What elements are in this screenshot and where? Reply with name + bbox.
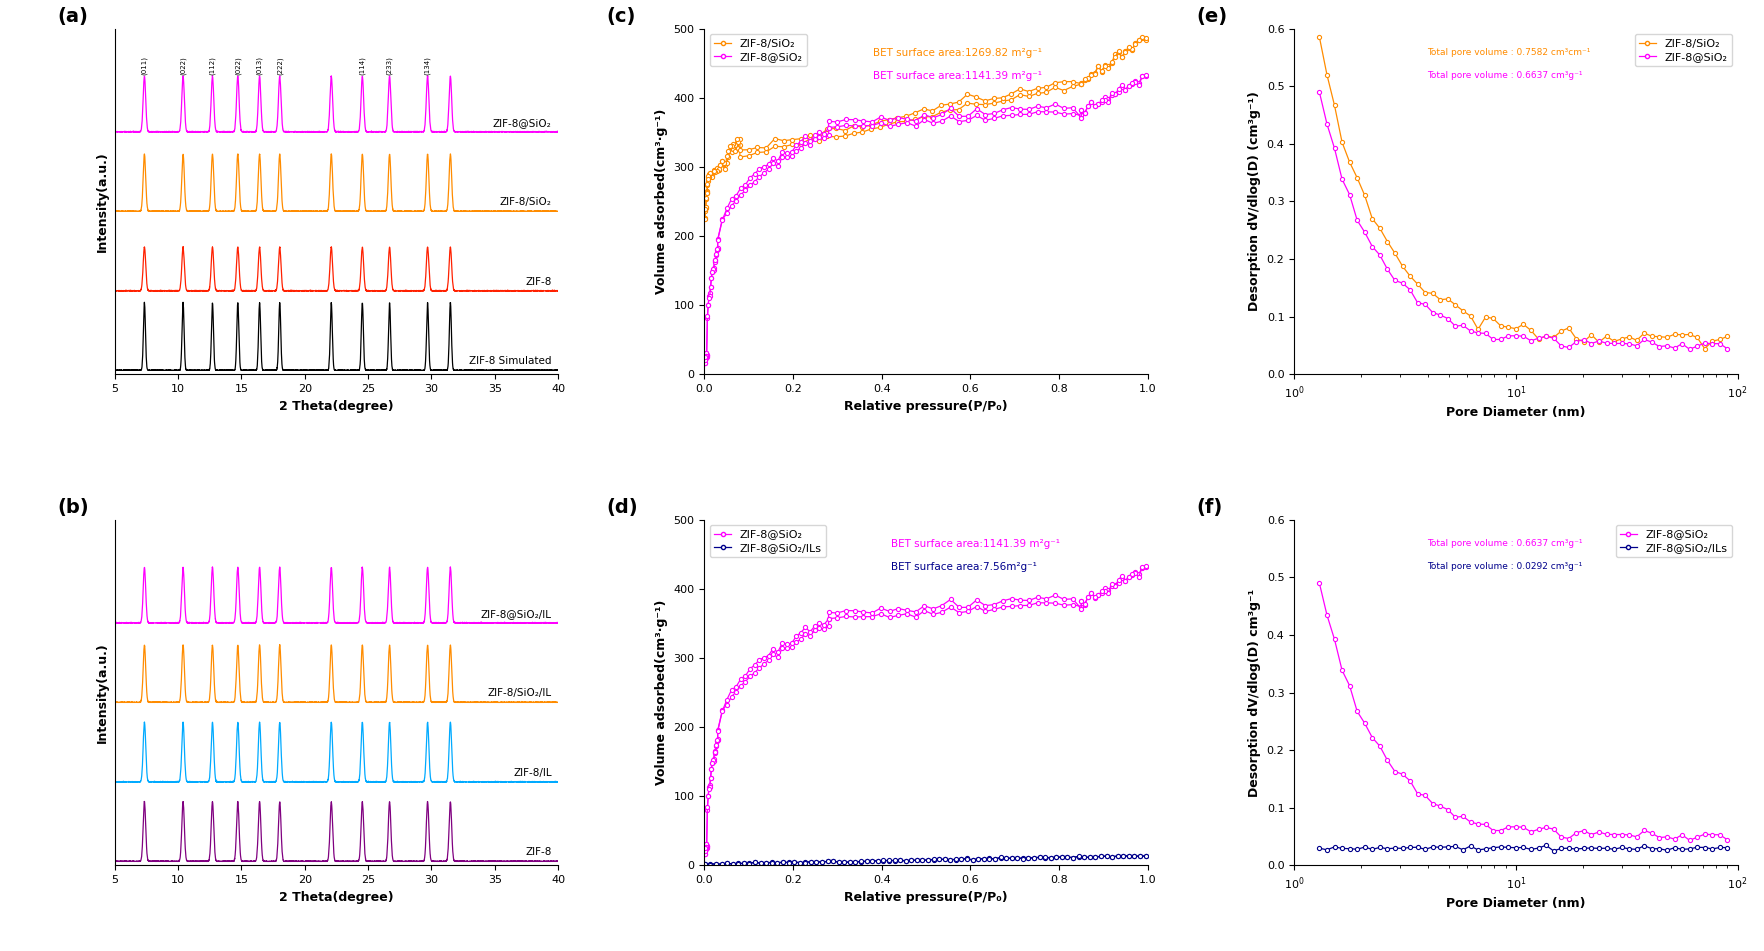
Text: (011): (011): [141, 56, 148, 74]
Text: (e): (e): [1196, 7, 1228, 26]
X-axis label: Relative pressure(P/P₀): Relative pressure(P/P₀): [845, 399, 1007, 413]
Text: (f): (f): [1196, 497, 1222, 516]
Legend: ZIF-8@SiO₂, ZIF-8@SiO₂/ILs: ZIF-8@SiO₂, ZIF-8@SiO₂/ILs: [709, 525, 826, 557]
Legend: ZIF-8/SiO₂, ZIF-8@SiO₂: ZIF-8/SiO₂, ZIF-8@SiO₂: [1635, 34, 1732, 67]
Text: (d): (d): [607, 497, 639, 516]
Text: BET surface area:1141.39 m²g⁻¹: BET surface area:1141.39 m²g⁻¹: [873, 70, 1043, 81]
Text: ZIF-8/IL: ZIF-8/IL: [513, 768, 552, 778]
Text: ZIF-8/SiO₂/IL: ZIF-8/SiO₂/IL: [487, 689, 552, 698]
Y-axis label: Volume adsorbed(cm³·g⁻¹): Volume adsorbed(cm³·g⁻¹): [654, 108, 669, 294]
Text: (222): (222): [277, 56, 282, 74]
Text: ZIF-8: ZIF-8: [526, 277, 552, 287]
Text: (a): (a): [56, 7, 88, 26]
X-axis label: 2 Theta(degree): 2 Theta(degree): [279, 891, 393, 903]
Text: (233): (233): [386, 56, 393, 74]
Y-axis label: Desorption dV/dlog(D) (cm³g⁻¹): Desorption dV/dlog(D) (cm³g⁻¹): [1249, 91, 1261, 311]
Text: (022): (022): [235, 56, 242, 74]
Text: ZIF-8@SiO₂: ZIF-8@SiO₂: [492, 118, 552, 127]
Text: Total pore volume : 0.6637 cm³g⁻¹: Total pore volume : 0.6637 cm³g⁻¹: [1427, 70, 1582, 80]
Text: BET surface area:1269.82 m²g⁻¹: BET surface area:1269.82 m²g⁻¹: [873, 48, 1043, 58]
Text: ZIF-8@SiO₂/IL: ZIF-8@SiO₂/IL: [482, 609, 552, 619]
X-axis label: Pore Diameter (nm): Pore Diameter (nm): [1446, 406, 1586, 419]
Text: ZIF-8: ZIF-8: [526, 847, 552, 858]
X-axis label: Pore Diameter (nm): Pore Diameter (nm): [1446, 898, 1586, 910]
Text: ZIF-8/SiO₂: ZIF-8/SiO₂: [499, 198, 552, 207]
X-axis label: 2 Theta(degree): 2 Theta(degree): [279, 399, 393, 413]
Y-axis label: Desorption dV/dlog(D) cm³g⁻¹: Desorption dV/dlog(D) cm³g⁻¹: [1249, 589, 1261, 797]
Text: (112): (112): [210, 56, 215, 74]
Legend: ZIF-8/SiO₂, ZIF-8@SiO₂: ZIF-8/SiO₂, ZIF-8@SiO₂: [709, 34, 808, 67]
Text: Total pore volume : 0.0292 cm³g⁻¹: Total pore volume : 0.0292 cm³g⁻¹: [1427, 562, 1582, 571]
Text: Total pore volume : 0.6637 cm³g⁻¹: Total pore volume : 0.6637 cm³g⁻¹: [1427, 538, 1582, 548]
Text: (114): (114): [360, 56, 365, 74]
Y-axis label: Intensity(a.u.): Intensity(a.u.): [95, 151, 109, 252]
Text: BET surface area:1141.39 m²g⁻¹: BET surface area:1141.39 m²g⁻¹: [891, 538, 1060, 549]
X-axis label: Relative pressure(P/P₀): Relative pressure(P/P₀): [845, 891, 1007, 903]
Text: (022): (022): [180, 56, 187, 74]
Text: (134): (134): [425, 56, 430, 74]
Text: BET surface area:7.56m²g⁻¹: BET surface area:7.56m²g⁻¹: [891, 562, 1037, 572]
Y-axis label: Intensity(a.u.): Intensity(a.u.): [95, 642, 109, 743]
Y-axis label: Volume adsorbed(cm³·g⁻¹): Volume adsorbed(cm³·g⁻¹): [654, 600, 669, 786]
Text: (013): (013): [256, 56, 263, 74]
Text: Total pore volume : 0.7582 cm³cm⁻¹: Total pore volume : 0.7582 cm³cm⁻¹: [1427, 48, 1591, 56]
Legend: ZIF-8@SiO₂, ZIF-8@SiO₂/ILs: ZIF-8@SiO₂, ZIF-8@SiO₂/ILs: [1616, 525, 1732, 557]
Text: ZIF-8 Simulated: ZIF-8 Simulated: [469, 357, 552, 366]
Text: (c): (c): [607, 7, 637, 26]
Text: (b): (b): [56, 497, 88, 516]
